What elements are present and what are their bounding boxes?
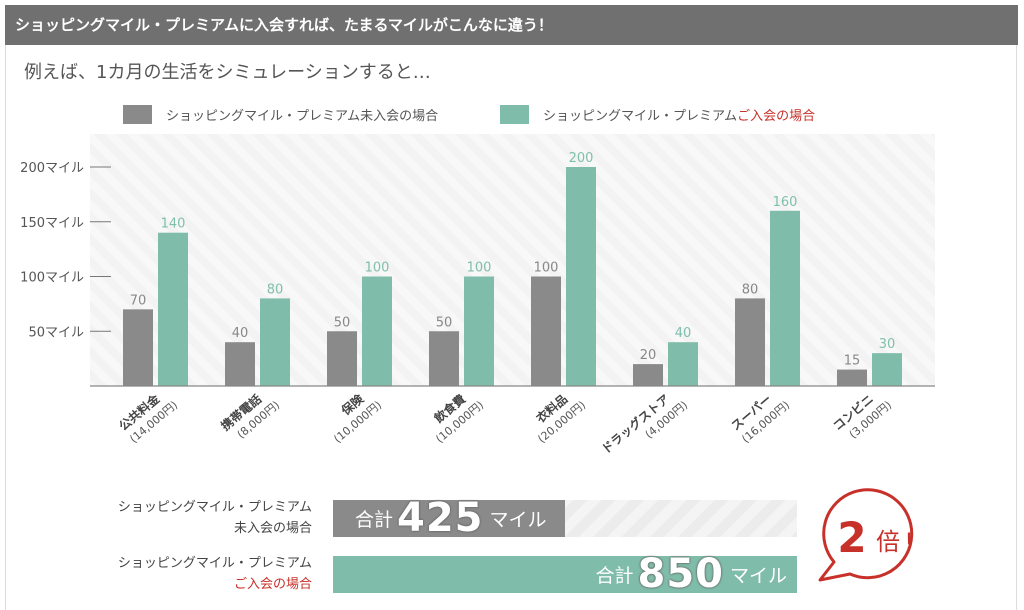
bar-value-label: 70 (130, 293, 147, 308)
legend-label: ショッピングマイル・プレミアム未入会の場合 (166, 109, 439, 124)
y-tick-label: 50マイル (28, 325, 84, 340)
y-tick-label: 200マイル (20, 161, 84, 176)
total-value: 425 (397, 495, 484, 541)
bar-value-label: 100 (365, 261, 390, 276)
bar-member (362, 276, 392, 386)
bar-value-label: 100 (534, 261, 559, 276)
badge-unit: 倍 (876, 528, 900, 556)
x-category-label: 衣料品(20,000円) (533, 391, 588, 446)
legend-item-member: ショッピングマイル・プレミアム ご入会の場合 (500, 105, 815, 124)
bar-value-label: 80 (267, 282, 284, 297)
bar-member (872, 353, 902, 386)
total-track-member: 合計 850 マイル (333, 551, 797, 597)
legend-label-accent: ご入会の場合 (737, 109, 816, 124)
bar-value-label: 20 (640, 348, 657, 363)
bar-value-label: 80 (742, 282, 759, 297)
x-category-label: コンビニ(3,000円) (830, 391, 894, 441)
total-track-non-member: 合計 425 マイル (333, 495, 797, 541)
badge-mark: ! (904, 528, 914, 556)
total-prefix: 合計 (355, 509, 394, 531)
bar-member (770, 210, 800, 386)
bar-value-label: 100 (467, 261, 492, 276)
bar-chart: 50マイル 100マイル 150マイル 200マイル 70 140 公共料金(14,000円… (20, 134, 935, 457)
badge-number: 2 (837, 513, 866, 562)
bar-non-member (837, 369, 867, 386)
bar-member (464, 276, 494, 386)
chart-background (90, 134, 935, 386)
double-badge: 2 倍 ! (818, 488, 914, 582)
bar-value-label: 15 (844, 354, 861, 369)
bar-value-label: 50 (436, 315, 453, 330)
total-label-line1: ショッピングマイル・プレミアム (117, 500, 312, 515)
bar-value-label: 200 (569, 151, 594, 166)
legend-item-non-member: ショッピングマイル・プレミアム未入会の場合 (123, 105, 438, 124)
page-header: ショッピングマイル・プレミアムに入会すれば、たまるマイルがこんなに違う！ (5, 5, 1018, 45)
x-category-label: スーパー(16,000円) (729, 392, 793, 446)
total-label-line2: ご入会の場合 (233, 577, 312, 592)
total-label-non-member: ショッピングマイル・プレミアム 未入会の場合 (118, 497, 312, 539)
bar-non-member (429, 331, 459, 386)
bar-value-label: 40 (675, 326, 692, 341)
page-subtitle: 例えば、1カ月の生活をシミュレーションすると… (24, 62, 431, 83)
x-category-label: 飲食費(10,000円) (430, 391, 486, 446)
bar-non-member (531, 276, 561, 386)
legend-swatch-gray (123, 105, 152, 124)
bar-member (668, 342, 698, 386)
legend-label: ショッピングマイル・プレミアム (543, 109, 738, 124)
bar-value-label: 40 (232, 326, 249, 341)
total-prefix: 合計 (595, 565, 634, 587)
x-category-label: 公共料金(14,000円) (116, 390, 180, 445)
bar-value-label: 140 (161, 217, 186, 232)
bar-non-member (633, 364, 663, 386)
total-suffix: マイル (729, 565, 787, 587)
bar-non-member (735, 298, 765, 386)
total-suffix: マイル (489, 509, 547, 531)
total-label-line2: 未入会の場合 (233, 521, 312, 536)
x-category-label: 携帯電話(8,000円) (218, 391, 282, 441)
bar-member (260, 298, 290, 386)
y-tick-label: 100マイル (20, 271, 84, 286)
x-category-label: 保険(10,000円) (331, 390, 384, 445)
legend-swatch-green (500, 105, 529, 124)
bar-value-label: 160 (773, 195, 798, 210)
bar-member (566, 167, 596, 386)
total-bar-non-member (333, 500, 565, 537)
bar-value-label: 30 (879, 337, 896, 352)
x-category-label: ドラッグストア(4,000円) (598, 391, 690, 456)
total-text-member: 合計 850 マイル (595, 551, 787, 597)
speech-bubble-icon (818, 488, 914, 582)
bar-member (158, 232, 188, 386)
total-value: 850 (637, 551, 724, 597)
bar-value-label: 50 (334, 315, 351, 330)
bar-non-member (225, 342, 255, 386)
total-label-line1: ショッピングマイル・プレミアム (117, 556, 312, 571)
bar-non-member (327, 331, 357, 386)
content-frame (5, 5, 1017, 610)
total-bar-member (333, 556, 797, 593)
total-text-non-member: 合計 425 マイル (355, 495, 547, 541)
y-tick-label: 150マイル (20, 216, 84, 231)
bar-non-member (123, 309, 153, 386)
total-label-member: ショッピングマイル・プレミアム ご入会の場合 (118, 553, 312, 595)
